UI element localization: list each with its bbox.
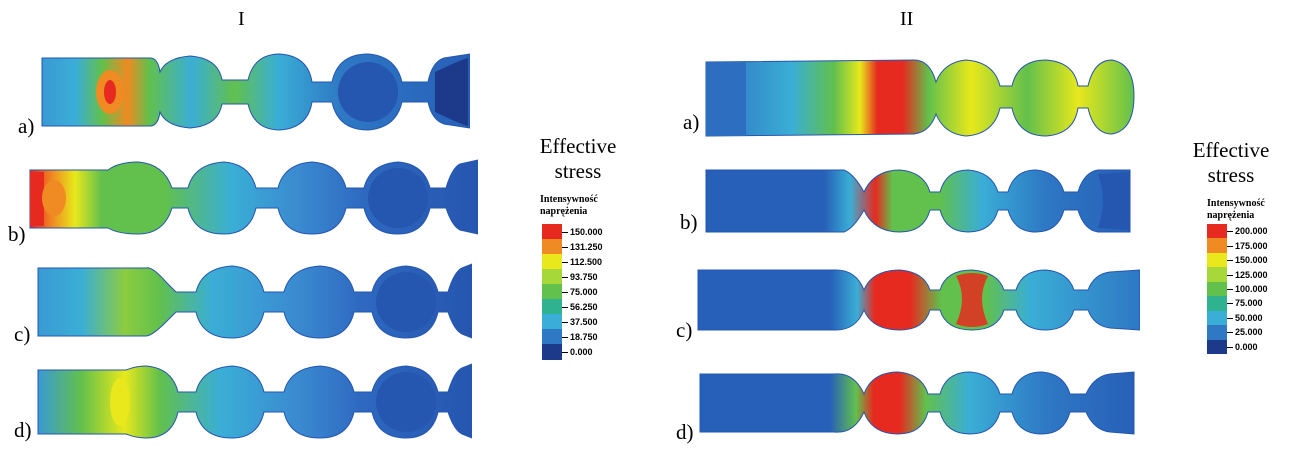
legend-tick-label: 125.000 (1235, 269, 1268, 280)
specimen-i-d (37, 363, 472, 439)
row-label-i-b: b) (8, 222, 26, 246)
legend-swatch (542, 299, 562, 315)
legend-tick-label: 0.000 (570, 346, 593, 357)
legend-tick-label: 100.000 (1235, 284, 1268, 294)
legend-tick-label: 0.000 (1235, 341, 1258, 352)
row-label-ii-b: b) (680, 210, 698, 234)
legend-i-subtitle: Intensywność naprężenia (540, 194, 598, 218)
legend-swatch (542, 254, 562, 270)
legend-ii-title-line1: Effective (1192, 138, 1270, 162)
specimen-ii-b (705, 169, 1131, 233)
legend-tick-mark (562, 321, 568, 323)
legend-swatch (1207, 296, 1227, 312)
legend-tick-mark (562, 246, 568, 248)
legend-tick-mark (1227, 289, 1233, 290)
legend-tick-mark (1227, 303, 1233, 305)
row-label-ii-c: c) (676, 318, 693, 342)
legend-tick-mark (562, 336, 568, 338)
legend-tick-label: 93.750 (570, 271, 598, 282)
specimen-i-b (29, 159, 478, 235)
legend-tick-mark (1227, 231, 1233, 233)
legend-tick-mark (562, 306, 568, 308)
legend-tick-mark (562, 231, 568, 233)
legend-i-colorbar: 150.000 131.250 112.500 93.750 75.000 56.250 3… (542, 224, 622, 360)
legend-tick-label: 150.000 (1235, 255, 1268, 266)
legend-i-subtitle-line2: naprężenia (540, 206, 588, 217)
legend-swatch (1207, 325, 1227, 341)
legend-tick-label: 75.000 (570, 286, 598, 297)
legend-tick-mark (562, 291, 568, 293)
legend-swatch (1207, 339, 1227, 355)
legend-swatch (1207, 224, 1227, 239)
legend-tick-label: 200.000 (1235, 226, 1268, 237)
legend-tick-mark (562, 351, 568, 353)
legend-tick-label: 18.750 (570, 331, 598, 342)
legend-ii-subtitle-line1: Intensywność (1207, 198, 1265, 209)
legend-swatch (542, 344, 562, 360)
legend-swatch (542, 314, 562, 330)
legend-tick-label: 112.500 (570, 256, 603, 267)
legend-ii-title-line2: stress (1207, 163, 1255, 187)
legend-swatch (542, 284, 562, 300)
legend-tick-mark (1227, 260, 1233, 262)
row-label-ii-a: a) (683, 110, 700, 134)
legend-tick-mark (1227, 346, 1233, 348)
panel-title-i: I (238, 8, 245, 30)
legend-tick-label: 175.000 (1235, 240, 1268, 251)
row-label-ii-d: d) (676, 420, 694, 444)
legend-i-subtitle-line1: Intensywność (540, 194, 598, 205)
legend-i-title: Effective stress (523, 134, 633, 184)
specimen-ii-d (699, 371, 1135, 435)
legend-ii-subtitle: Intensywność naprężenia (1207, 198, 1265, 222)
legend-i-title-line2: stress (554, 159, 602, 183)
legend-swatch (542, 224, 562, 240)
legend-i-title-line1: Effective (539, 134, 617, 158)
legend-tick-mark (1227, 332, 1233, 334)
legend-tick-label: 25.000 (1235, 327, 1263, 338)
legend-tick-label: 75.000 (1235, 298, 1263, 309)
legend-swatch (1207, 238, 1227, 254)
specimen-ii-c (697, 269, 1140, 331)
legend-swatch (542, 239, 562, 255)
legend-swatch (1207, 267, 1227, 283)
specimen-i-c (37, 263, 472, 339)
legend-tick-label: 150.000 (570, 226, 603, 237)
legend-tick-mark (562, 276, 568, 278)
legend-swatch (1207, 310, 1227, 326)
legend-tick-label: 131.250 (570, 241, 603, 252)
row-label-i-a: a) (18, 114, 35, 138)
legend-swatch (1207, 252, 1227, 268)
specimen-ii-a (705, 59, 1135, 137)
legend-tick-label: 50.000 (1235, 312, 1263, 323)
legend-ii-subtitle-line2: naprężenia (1207, 210, 1255, 221)
specimen-i-a (41, 53, 470, 131)
legend-swatch (542, 329, 562, 345)
legend-swatch (542, 269, 562, 285)
legend-tick-mark (1227, 274, 1233, 276)
legend-ii-colorbar: 200.000 175.000 150.000 125.000 100.000 75.00… (1207, 224, 1287, 355)
legend-tick-mark (562, 261, 568, 263)
legend-tick-label: 56.250 (570, 301, 598, 312)
legend-tick-mark (1227, 317, 1233, 319)
row-label-i-c: c) (14, 322, 31, 346)
row-label-i-d: d) (14, 418, 32, 442)
legend-tick-label: 37.500 (570, 316, 598, 327)
panel-title-ii: II (900, 8, 914, 30)
legend-tick-mark (1227, 245, 1233, 247)
legend-ii-title: Effective stress (1176, 138, 1286, 188)
legend-swatch (1207, 281, 1227, 297)
